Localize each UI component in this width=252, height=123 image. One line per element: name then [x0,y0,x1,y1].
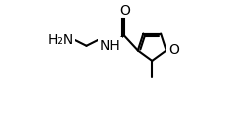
Text: NH: NH [100,39,120,53]
Text: H₂N: H₂N [47,33,74,47]
Text: O: O [119,4,131,18]
Text: O: O [168,43,179,57]
